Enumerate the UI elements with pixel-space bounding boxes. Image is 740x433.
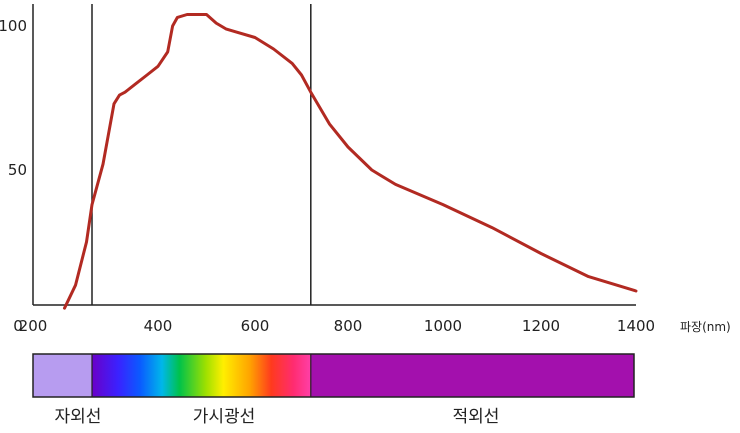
axes (32, 4, 636, 306)
spectrum-bar-outline (32, 353, 635, 398)
x-axis-label: 파장(nm) (680, 320, 731, 334)
x-tick-label-800: 800 (334, 317, 363, 335)
x-tick-label-1000: 1000 (424, 317, 462, 335)
x-tick-label-0: 0 (13, 317, 23, 335)
series-line-1 (63, 13, 638, 310)
band-visible-label: 가시광선 (193, 407, 256, 427)
band-visible-segment (92, 354, 311, 397)
x-tick-label-200: 200 (19, 317, 48, 335)
spectrum-band-labels: 자외선 가시광선 적외선 (55, 407, 500, 427)
x-tick-label-1200: 1200 (522, 317, 560, 335)
y-tick-label-50: 50 (8, 161, 27, 179)
band-infrared-segment (310, 354, 634, 397)
spectrum-bar (32, 353, 635, 398)
y-tick-labels: 50 100 (0, 17, 27, 179)
band-infrared-label: 적외선 (453, 407, 500, 427)
band-uv-label: 자외선 (55, 407, 102, 427)
series-layer (63, 13, 638, 310)
band-uv-segment (33, 354, 92, 397)
region-boundaries (91, 4, 312, 305)
y-tick-label-100: 100 (0, 17, 27, 35)
x-tick-label-600: 600 (241, 317, 270, 335)
x-tick-label-400: 400 (144, 317, 173, 335)
x-tick-label-1400: 1400 (617, 317, 655, 335)
